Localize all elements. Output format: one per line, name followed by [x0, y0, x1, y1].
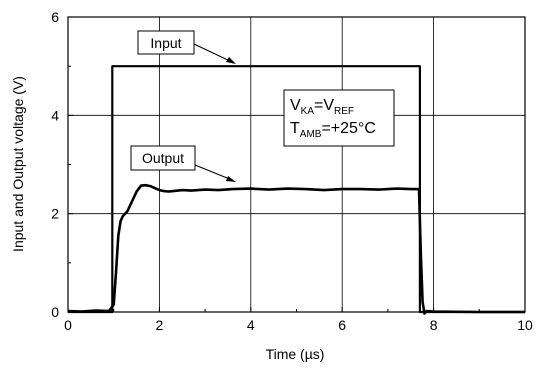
series — [67, 65, 525, 315]
conditions-line-2: TAMB=+25°C — [290, 120, 376, 140]
conditions-box — [283, 89, 395, 147]
input-arrow — [193, 43, 236, 64]
conditions-line-1: VKA=VREF — [290, 97, 354, 117]
y-tick-label: 6 — [51, 9, 59, 25]
ticks: 0 2 4 6 8 10 0 2 4 6 — [51, 9, 533, 333]
y-tick-label: 4 — [51, 107, 59, 123]
x-tick-label: 0 — [64, 317, 72, 333]
x-tick-label: 2 — [156, 317, 164, 333]
input-label-box — [137, 30, 195, 55]
x-tick-label: 8 — [430, 317, 438, 333]
output-arrow — [194, 164, 236, 182]
output-label: Output — [142, 150, 184, 166]
y-tick-label: 2 — [51, 206, 59, 222]
x-axis-title: Time (µs) — [266, 346, 325, 362]
x-tick-label: 10 — [517, 317, 533, 333]
series-line-output — [67, 183, 525, 315]
x-tick-label: 4 — [247, 317, 255, 333]
y-tick-label: 0 — [51, 304, 59, 320]
x-tick-label: 6 — [338, 317, 346, 333]
output-label-box — [130, 145, 196, 171]
input-label: Input — [150, 35, 181, 51]
y-axis-title: Input and Output voltage (V) — [10, 76, 26, 252]
